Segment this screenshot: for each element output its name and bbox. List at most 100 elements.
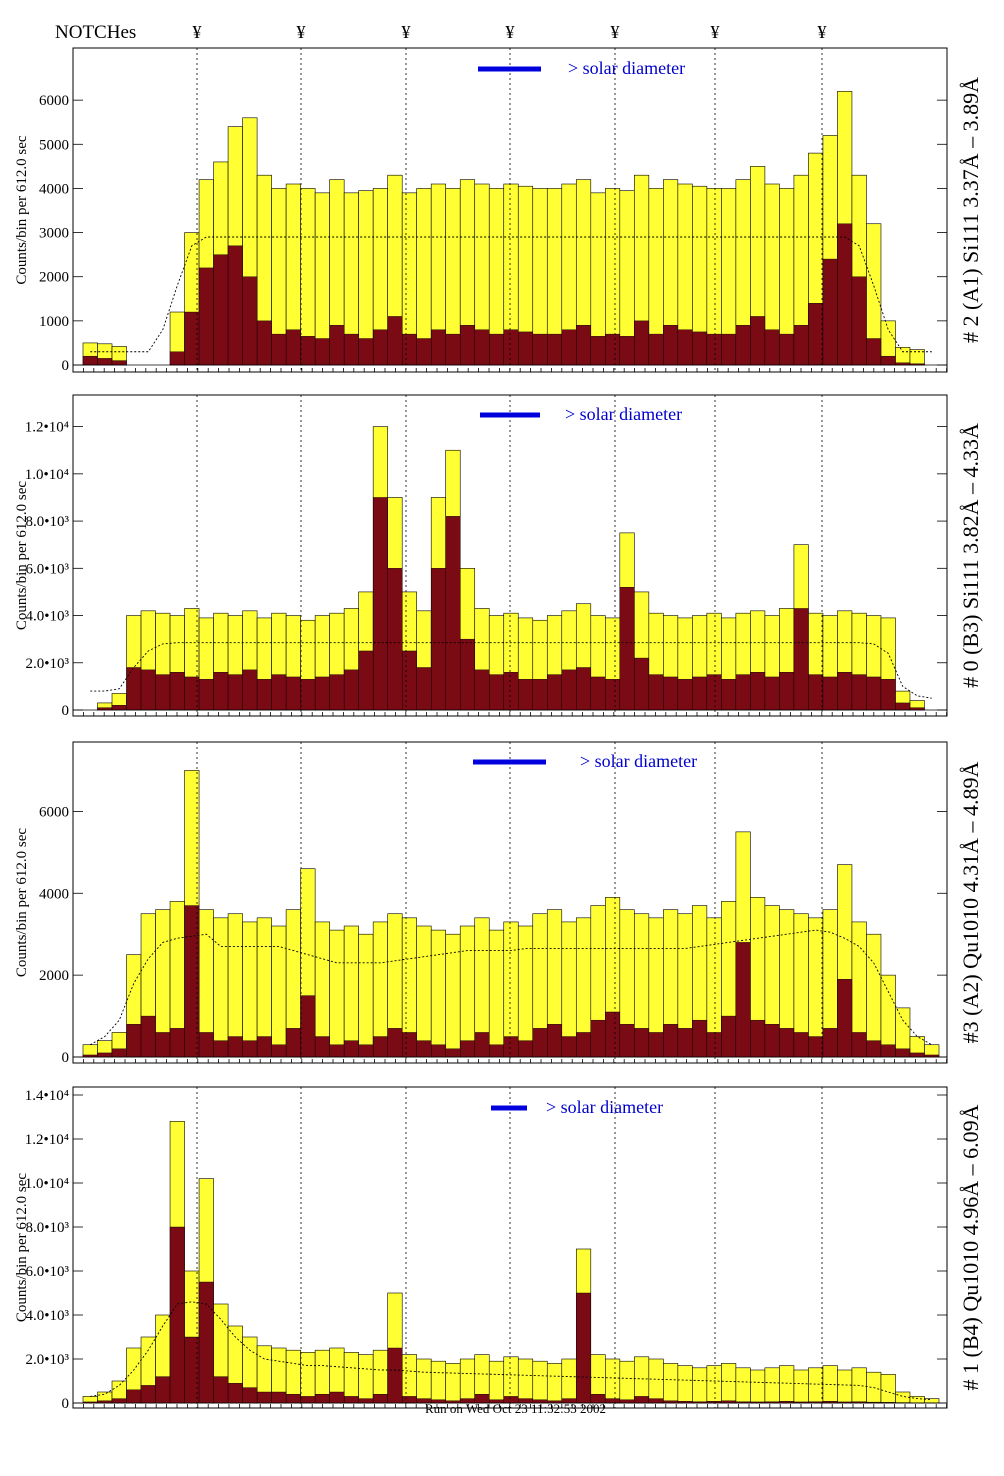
line-counts-bar (576, 1032, 591, 1058)
line-counts-bar (242, 669, 258, 711)
total-counts-bar (808, 1367, 824, 1404)
total-counts-bar (358, 1354, 374, 1404)
y-tick-label: 1.0•10⁴ (25, 1176, 69, 1192)
line-counts-bar (169, 351, 185, 366)
line-counts-bar (169, 672, 185, 711)
total-counts-bar (401, 1354, 418, 1404)
y-axis-label: Counts/bin per 612.0 sec (14, 1173, 30, 1322)
line-counts-bar (111, 1398, 127, 1404)
total-counts-bar (343, 925, 359, 1058)
line-counts-bar (416, 1040, 432, 1058)
line-counts-bar (648, 674, 664, 711)
line-counts-bar (648, 333, 664, 366)
chart-panel-3: 0 2000 4000 6000 Counts/bin per 612.0 sec #3 … (14, 741, 983, 1066)
line-counts-bar (126, 1389, 142, 1404)
line-counts-bar (213, 1376, 229, 1404)
line-counts-bar (227, 245, 243, 366)
line-counts-bar (750, 316, 766, 366)
total-counts-bar (808, 917, 824, 1058)
line-counts-bar (576, 667, 591, 711)
total-counts-bar (677, 1365, 693, 1404)
line-counts-bar (808, 303, 824, 366)
line-counts-bar (764, 329, 780, 366)
line-counts-bar (460, 1040, 475, 1058)
y-tick-label: 0 (62, 358, 70, 374)
line-counts-bar (489, 333, 504, 366)
line-counts-bar (822, 676, 838, 711)
line-counts-bar (314, 676, 330, 711)
y-tick-label: 0 (62, 1396, 70, 1412)
line-counts-bar (489, 674, 504, 711)
total-counts-bar (648, 1358, 664, 1404)
line-counts-bar (750, 672, 766, 711)
total-counts-bar (256, 917, 272, 1058)
line-counts-bar (634, 657, 650, 711)
line-counts-bar (518, 331, 533, 366)
line-counts-bar (387, 1028, 403, 1058)
line-counts-bar (271, 333, 287, 366)
total-counts-bar (503, 1356, 519, 1404)
total-counts-bar (619, 1360, 635, 1404)
y-tick-label: 4.0•10³ (26, 609, 70, 625)
line-counts-bar (140, 1015, 156, 1058)
line-counts-bar (866, 338, 882, 366)
total-counts-bar (750, 1369, 766, 1404)
line-counts-bar (677, 329, 693, 366)
notch-markers: ¥ ¥ ¥ ¥ ¥ ¥ ¥ (193, 22, 827, 42)
line-counts-bar (460, 325, 475, 366)
line-counts-bar (242, 276, 258, 366)
total-counts-bar (459, 925, 476, 1058)
y-tick-label: 6.0•10³ (26, 561, 70, 577)
total-counts-bar (634, 1356, 650, 1404)
line-counts-bar (634, 1396, 650, 1404)
total-counts-bar (880, 1374, 896, 1404)
footer-run-date: Run on Wed Oct 23 11:32:53 2002 (425, 1401, 606, 1416)
model-curve (90, 1301, 932, 1401)
y-tick-label: 6.0•10³ (26, 1264, 70, 1280)
line-counts-bar (793, 1032, 809, 1058)
line-counts-bar (663, 325, 679, 366)
total-counts-bar (561, 1358, 577, 1404)
line-counts-bar (619, 336, 635, 366)
line-counts-bar (198, 1281, 214, 1404)
line-counts-bar (198, 267, 214, 366)
y-tick-label: 2000 (39, 968, 69, 984)
total-counts-bar (416, 1358, 432, 1404)
line-counts-bar (111, 705, 127, 711)
notch-marker-3: ¥ (402, 22, 411, 42)
line-counts-bar (619, 587, 635, 711)
line-counts-bar (431, 568, 446, 711)
line-counts-bar (329, 1044, 345, 1058)
line-counts-bar (634, 320, 650, 366)
line-counts-bar (285, 1393, 301, 1404)
total-counts-bar (271, 925, 287, 1058)
line-counts-bar (198, 1032, 214, 1058)
total-counts-bar (459, 1358, 476, 1404)
line-counts-bar (242, 1040, 258, 1058)
line-counts-bar (256, 1391, 272, 1404)
total-counts-bar (779, 1365, 795, 1404)
model-curve (90, 929, 932, 1046)
line-counts-bar (372, 329, 388, 366)
total-counts-bar (735, 1367, 751, 1404)
line-counts-bar (343, 1040, 359, 1058)
total-counts-bar (663, 1363, 679, 1404)
line-counts-bar (648, 1398, 664, 1404)
line-counts-bar (663, 1024, 679, 1058)
y-tick-label: 6000 (39, 93, 69, 109)
line-counts-bar (300, 995, 316, 1058)
line-counts-bar (227, 1382, 243, 1404)
line-counts-bar (300, 1396, 316, 1404)
line-counts-bar (416, 338, 432, 366)
solar-diameter-label: > solar diameter (580, 751, 697, 771)
chart-panels: 0 1000 2000 3000 4000 5000 6000 Counts/bin per … (14, 47, 983, 1412)
notch-marker-2: ¥ (297, 22, 306, 42)
total-counts-bar (793, 1369, 809, 1404)
line-counts-bar (547, 333, 562, 366)
line-counts-bar (227, 1036, 243, 1058)
line-counts-bar (547, 674, 562, 711)
line-counts-bar (837, 223, 853, 366)
line-counts-bar (822, 258, 838, 366)
total-counts-bar (517, 925, 534, 1058)
panel-title: # 2 (A1) Si111 3.37Å – 3.89Å (958, 77, 983, 343)
